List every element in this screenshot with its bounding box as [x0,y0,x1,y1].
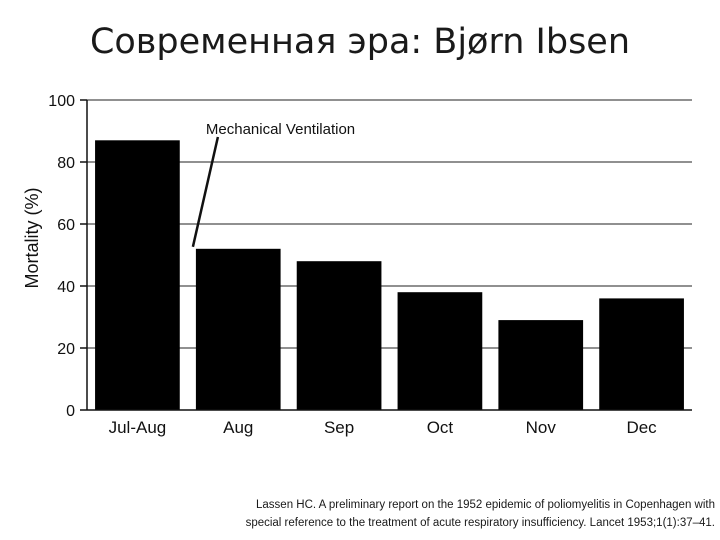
chart-axes [80,99,692,411]
x-tick-label-dec: Dec [626,418,657,437]
citation-line-2: special reference to the treatment of ac… [245,517,715,529]
x-tick-label-jul-aug: Jul-Aug [109,418,167,437]
chart-gridlines [87,99,692,349]
annotation-label: Mechanical Ventilation [206,121,355,138]
x-tick-label-oct: Oct [427,418,454,437]
bar-jul-aug [95,140,180,411]
bar-oct [397,292,483,410]
y-axis-label: Mortality (%) [22,187,42,288]
chart-bars [95,140,684,411]
bar-nov [498,320,584,410]
citation: Lassen HC. A preliminary report on the 1… [150,496,715,532]
y-tick-label-40: 40 [57,279,75,296]
mortality-bar-chart: 0 20 40 60 80 100 Jul-Aug Aug Sep Oct Nov Dec Mort… [22,93,692,437]
bar-dec [599,298,684,410]
citation-line-1: Lassen HC. A preliminary report on the 1… [256,499,715,511]
y-tick-label-20: 20 [57,341,75,358]
annotation-arrow [191,136,220,248]
x-tick-label-aug: Aug [223,418,253,437]
x-tick-label-sep: Sep [324,418,354,437]
bar-sep [296,261,382,410]
y-tick-label-60: 60 [57,217,75,234]
y-tick-label-100: 100 [48,93,75,110]
x-tick-labels: Jul-Aug Aug Sep Oct Nov Dec [109,418,658,437]
mechanical-ventilation-annotation: Mechanical Ventilation [191,121,355,248]
bar-aug [195,248,281,410]
x-tick-label-nov: Nov [526,418,557,437]
y-tick-label-0: 0 [66,403,75,420]
y-tick-label-80: 80 [57,155,75,172]
y-tick-labels: 0 20 40 60 80 100 [48,93,75,420]
slide-title: Современная эра: Bjørn Ibsen [89,22,631,62]
